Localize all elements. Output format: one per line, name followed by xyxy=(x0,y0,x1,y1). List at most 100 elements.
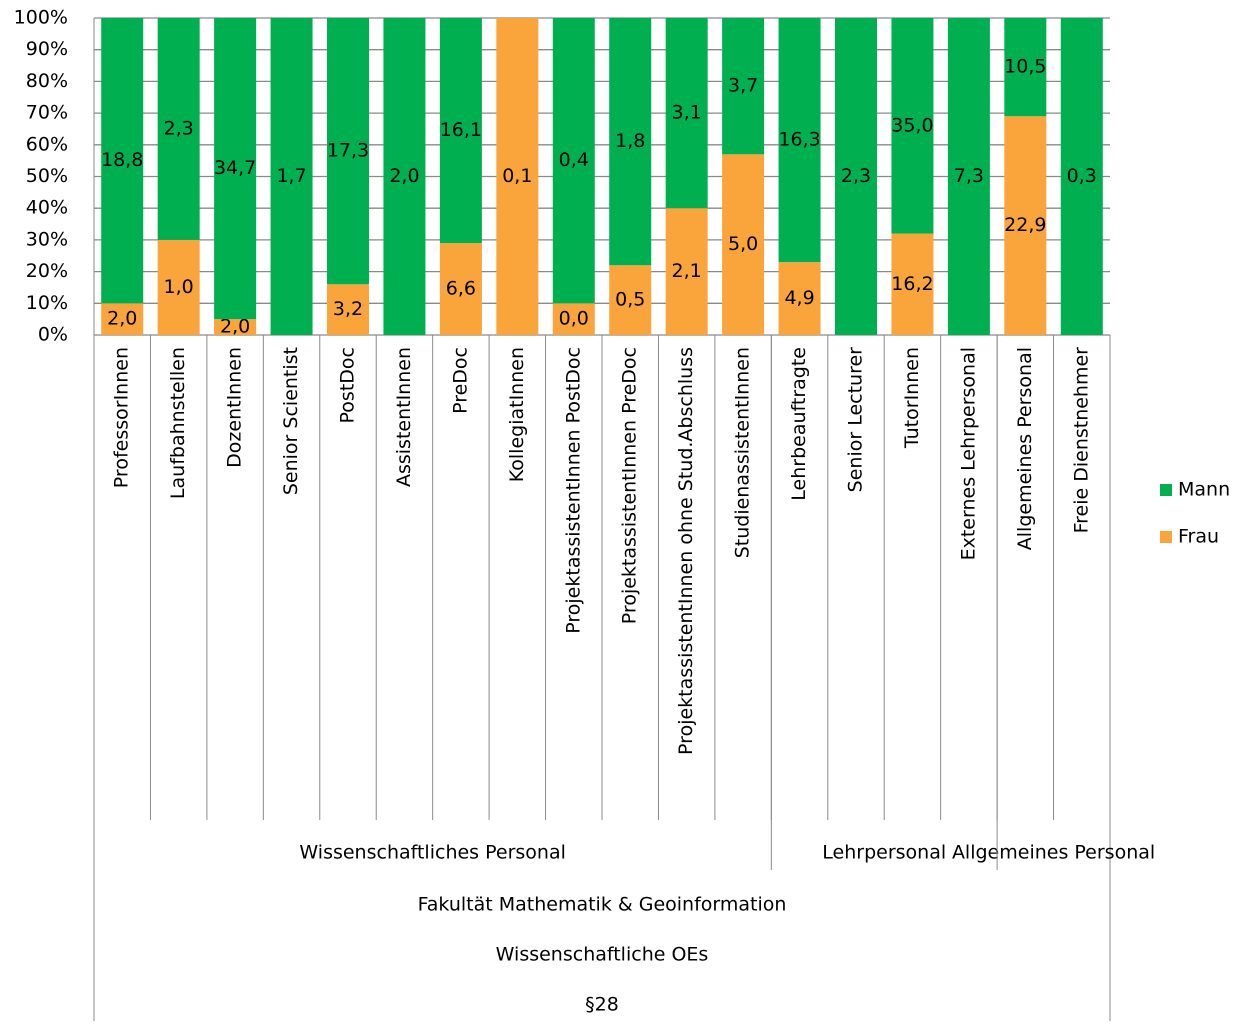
bar-segment xyxy=(665,208,708,335)
group-label: Fakultät Mathematik & Geoinformation xyxy=(418,894,787,916)
bar-segment xyxy=(439,243,482,335)
x-tick-label: ProjektassistentInnen PostDoc xyxy=(562,347,584,634)
bar-segment xyxy=(1004,18,1047,117)
bar-segment xyxy=(947,18,990,335)
x-tick-label: StudienassistentInnen xyxy=(732,347,754,558)
y-tick-label: 90% xyxy=(26,38,68,60)
bar-segment xyxy=(327,284,369,335)
y-tick-label: 80% xyxy=(26,70,68,92)
bar-segment xyxy=(383,18,426,335)
data-label: 35,0 xyxy=(891,114,933,136)
bar-segment xyxy=(609,265,652,335)
data-label: 1,8 xyxy=(615,130,645,152)
x-tick-label: ProfessorInnen xyxy=(111,347,133,488)
bar-segment xyxy=(1060,18,1103,335)
data-label: 22,9 xyxy=(1004,214,1046,236)
data-label: 3,1 xyxy=(672,102,702,124)
legend-label: Frau xyxy=(1178,526,1219,548)
y-tick-label: 20% xyxy=(26,260,68,282)
x-tick-label: AssistentInnen xyxy=(393,347,415,487)
data-label: 18,8 xyxy=(101,149,143,171)
bar-segment xyxy=(1004,116,1047,336)
x-tick-label: Allgemeines Personal xyxy=(1014,347,1036,550)
bar-segment xyxy=(214,18,257,320)
group-label: Wissenschaftliche OEs xyxy=(496,944,709,966)
bar-segment xyxy=(157,18,200,240)
y-tick-label: 50% xyxy=(26,165,68,187)
x-tick-label: Externes Lehrpersonal xyxy=(957,347,979,560)
group-label: Allgemeines Personal xyxy=(952,842,1155,864)
legend-label: Mann xyxy=(1178,479,1230,501)
data-label: 2,1 xyxy=(672,260,702,282)
data-label: 16,2 xyxy=(891,273,933,295)
bar-segment xyxy=(214,319,257,335)
bar-segment xyxy=(552,303,595,335)
y-tick-label: 10% xyxy=(26,292,68,314)
data-label: 4,9 xyxy=(784,287,814,309)
x-tick-label: Freie Dienstnehmer xyxy=(1070,347,1092,534)
data-label: 10,5 xyxy=(1004,56,1046,78)
bar-segment xyxy=(891,233,934,335)
group-label: Wissenschaftliches Personal xyxy=(299,842,565,864)
bar-segment xyxy=(496,18,539,335)
data-label: 2,0 xyxy=(220,316,250,338)
bar-segment xyxy=(665,18,708,209)
y-tick-label: 70% xyxy=(26,102,68,124)
data-label: 0,1 xyxy=(502,165,532,187)
data-label: 0,5 xyxy=(615,289,645,311)
data-label: 2,3 xyxy=(841,165,871,187)
x-tick-label: Lehrbeauftragte xyxy=(788,347,810,501)
data-label: 1,0 xyxy=(164,276,194,298)
data-label: 2,3 xyxy=(164,117,194,139)
data-label: 3,2 xyxy=(333,298,363,320)
bar-segment xyxy=(270,18,313,335)
x-tick-label: TutorInnen xyxy=(901,347,923,449)
bar-segment xyxy=(778,18,821,263)
bar-segment xyxy=(157,239,200,335)
bar-segment xyxy=(891,18,934,234)
bar-segment xyxy=(835,18,877,335)
bar-segment xyxy=(101,303,144,335)
data-label: 2,0 xyxy=(389,165,419,187)
data-label: 6,6 xyxy=(446,278,476,300)
data-label: 16,3 xyxy=(778,129,820,151)
x-tick-label: PreDoc xyxy=(449,347,471,414)
data-label: 0,0 xyxy=(559,308,589,330)
x-tick-label: DozentInnen xyxy=(224,347,246,468)
data-label: 17,3 xyxy=(327,140,369,162)
x-tick-label: PostDoc xyxy=(337,347,359,423)
y-tick-label: 30% xyxy=(26,228,68,250)
y-tick-label: 60% xyxy=(26,133,68,155)
x-tick-label: ProjektassistentInnen ohne Stud.Abschlus… xyxy=(675,347,697,755)
data-label: 2,0 xyxy=(107,308,137,330)
data-label: 34,7 xyxy=(214,157,256,179)
legend-swatch xyxy=(1160,484,1172,496)
x-tick-label: Senior Scientist xyxy=(280,347,302,495)
data-label: 16,1 xyxy=(440,119,482,141)
bar-segment xyxy=(778,262,821,335)
data-label: 0,4 xyxy=(559,149,589,171)
bar-segment xyxy=(552,18,595,304)
bar-segment xyxy=(101,18,144,304)
group-label: Lehrpersonal xyxy=(822,842,946,864)
y-tick-label: 0% xyxy=(38,324,68,346)
x-tick-label: Senior Lecturer xyxy=(845,347,867,493)
data-label: 0,3 xyxy=(1067,165,1097,187)
data-label: 1,7 xyxy=(276,165,306,187)
y-tick-label: 100% xyxy=(14,7,68,29)
bar-segment xyxy=(722,18,765,155)
x-tick-label: ProjektassistentInnen PreDoc xyxy=(619,347,641,624)
bar-segment xyxy=(722,154,765,335)
group-label: §28 xyxy=(585,994,619,1016)
bar-segment xyxy=(439,18,482,244)
data-label: 3,7 xyxy=(728,75,758,97)
y-tick-label: 40% xyxy=(26,197,68,219)
x-tick-label: KollegiatInnen xyxy=(506,347,528,482)
data-label: 7,3 xyxy=(954,165,984,187)
data-label: 5,0 xyxy=(728,233,758,255)
bar-segment xyxy=(327,18,369,285)
legend-swatch xyxy=(1160,531,1172,543)
bar-segment xyxy=(609,18,652,266)
x-tick-label: Laufbahnstellen xyxy=(167,347,189,499)
